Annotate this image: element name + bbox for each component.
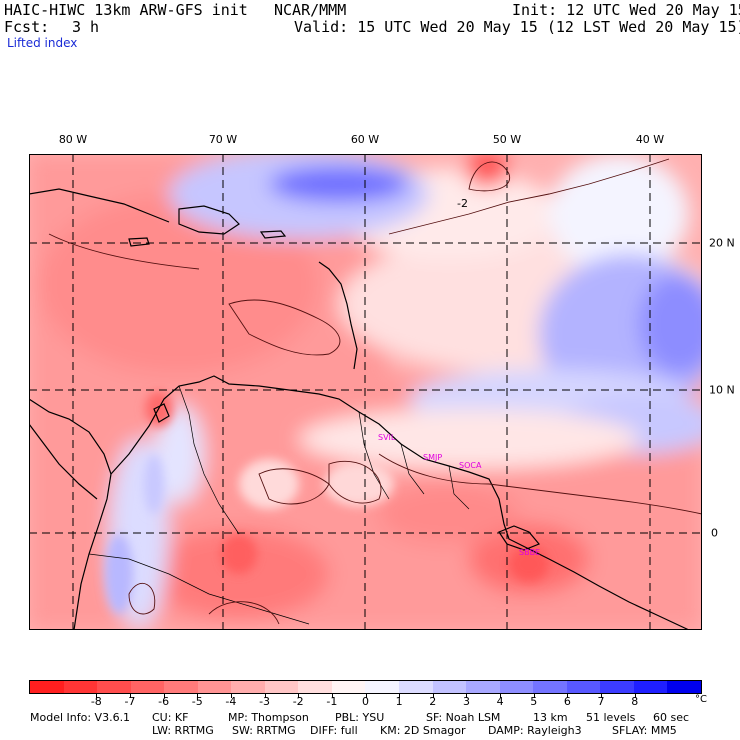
- colorbar-tick-label: -2: [292, 695, 304, 708]
- colorbar-swatch: [533, 681, 567, 693]
- colorbar-tick-label: -8: [90, 695, 102, 708]
- colorbar-tick-label: -5: [191, 695, 203, 708]
- lat-label-10n: 10 N: [709, 383, 735, 397]
- colorbar-tick-label: -7: [124, 695, 136, 708]
- footer-lw: LW: RRTMG: [152, 724, 214, 737]
- lifted-index-map: -2 SVIL SMJP SOCA SBBE: [29, 154, 702, 630]
- field-detail: [105, 391, 549, 614]
- colorbar-tick: [331, 694, 333, 698]
- colorbar-tick-label: -6: [158, 695, 170, 708]
- colorbar-tick: [432, 694, 434, 698]
- colorbar-swatch: [365, 681, 400, 693]
- colorbar-tick: [399, 694, 401, 698]
- lat-label-0: 0: [711, 526, 718, 540]
- colorbar-tick: [567, 694, 569, 698]
- colorbar-tick: [634, 694, 636, 698]
- colorbar-tick: [264, 694, 266, 698]
- colorbar-tick-label: 3: [462, 695, 470, 708]
- colorbar-swatch: [30, 681, 64, 693]
- footer-km: KM: 2D Smagor: [380, 724, 466, 737]
- fcst-label: Fcst:: [4, 18, 50, 36]
- colorbar-swatch: [130, 681, 165, 693]
- lon-label-40w: 40 W: [635, 133, 665, 146]
- footer-levels: 51 levels: [586, 711, 636, 724]
- footer-mp: MP: Thompson: [228, 711, 309, 724]
- colorbar-tick: [163, 694, 165, 698]
- footer-sflay: SFLAY: MM5: [612, 724, 677, 737]
- colorbar-swatch: [399, 681, 433, 693]
- valid-time: Valid: 15 UTC Wed 20 May 15 (12 LST Wed …: [294, 18, 740, 36]
- footer-sw: SW: RRTMG: [232, 724, 296, 737]
- station-svil: SVIL: [378, 433, 396, 442]
- map-frame: [29, 154, 702, 630]
- colorbar-tick: [96, 694, 98, 698]
- colorbar-tick: [365, 694, 367, 698]
- colorbar-tick-label: -3: [259, 695, 271, 708]
- station-smjp: SMJP: [423, 453, 442, 462]
- footer-diff: DIFF: full: [310, 724, 358, 737]
- colorbar-swatch: [331, 681, 366, 693]
- field-name: Lifted index: [7, 36, 78, 50]
- lat-label-20n: 20 N: [709, 236, 735, 250]
- colorbar-tick: [601, 694, 603, 698]
- colorbar-tick: [533, 694, 535, 698]
- colorbar-tick-label: 4: [496, 695, 504, 708]
- colorbar-tick-label: 8: [631, 695, 639, 708]
- colorbar-tick-label: 0: [362, 695, 369, 708]
- init-time: Init: 12 UTC Wed 20 May 15: [512, 1, 740, 19]
- footer-model-version: Model Info: V3.6.1: [30, 711, 131, 724]
- colorbar-tick: [129, 694, 131, 698]
- colorbar-unit: °C: [695, 694, 707, 705]
- lon-label-60w: 60 W: [350, 133, 380, 146]
- colorbar-swatch: [197, 681, 232, 693]
- colorbar-swatch: [164, 681, 198, 693]
- colorbar-tick-label: 2: [429, 695, 437, 708]
- colorbar-tick-label: -1: [326, 695, 338, 708]
- colorbar-tick-label: 1: [395, 695, 403, 708]
- station-sbbe: SBBE: [519, 548, 540, 557]
- colorbar-swatch: [633, 681, 668, 693]
- colorbar-tick: [298, 694, 300, 698]
- contour-lines: [48, 158, 702, 625]
- org-label: NCAR/MMM: [274, 1, 347, 19]
- footer-sf: SF: Noah LSM: [426, 711, 501, 724]
- lon-label-70w: 70 W: [208, 133, 238, 146]
- coastlines: [29, 188, 690, 630]
- colorbar-tick-label: 6: [563, 695, 571, 708]
- footer-damp: DAMP: Rayleigh3: [488, 724, 582, 737]
- colorbar-tick-label: 7: [597, 695, 605, 708]
- colorbar-swatch: [97, 681, 131, 693]
- colorbar-swatch: [432, 681, 467, 693]
- lon-label-80w: 80 W: [58, 133, 88, 146]
- footer-timestep: 60 sec: [653, 711, 690, 724]
- colorbar: [29, 680, 702, 694]
- colorbar-swatch: [600, 681, 634, 693]
- footer-resolution: 13 km: [533, 711, 568, 724]
- colorbar-swatch: [231, 681, 265, 693]
- colorbar-swatch: [264, 681, 299, 693]
- lat-lon-grid: [29, 154, 702, 630]
- station-soca: SOCA: [459, 461, 482, 470]
- colorbar-tick: [230, 694, 232, 698]
- colorbar-swatch: [499, 681, 534, 693]
- colorbar-tick: [466, 694, 468, 698]
- colorbar-tick: [500, 694, 502, 698]
- colorbar-swatch: [466, 681, 500, 693]
- colorbar-swatch: [63, 681, 98, 693]
- footer-cu: CU: KF: [152, 711, 189, 724]
- colorbar-swatch: [667, 681, 701, 693]
- colorbar-tick-label: -4: [225, 695, 237, 708]
- footer-pbl: PBL: YSU: [335, 711, 385, 724]
- colorbar-tick-label: 5: [530, 695, 538, 708]
- fcst-value: 3 h: [72, 18, 100, 36]
- colorbar-swatch: [298, 681, 332, 693]
- colorbar-tick: [197, 694, 199, 698]
- lon-label-50w: 50 W: [492, 133, 522, 146]
- colorbar-swatch: [566, 681, 601, 693]
- contour-label: -2: [457, 197, 468, 210]
- model-title: HAIC-HIWC 13km ARW-GFS init: [4, 1, 248, 19]
